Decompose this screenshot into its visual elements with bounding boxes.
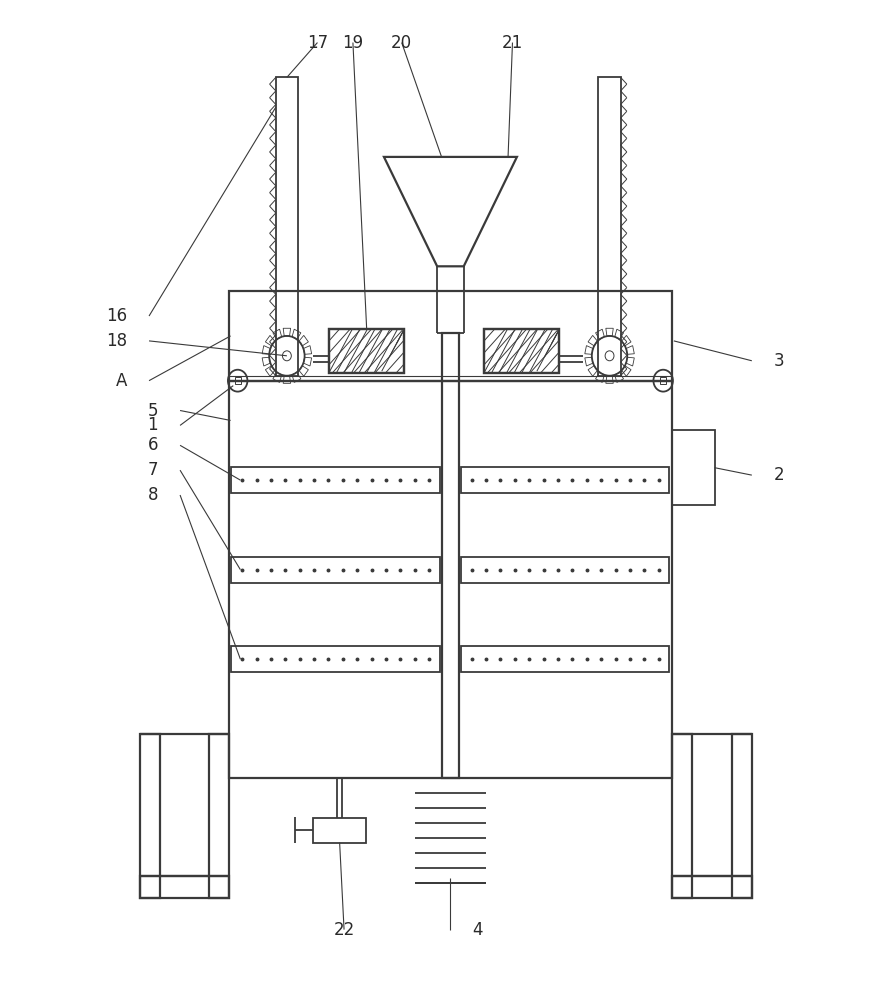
Text: 2: 2: [774, 466, 785, 484]
Text: A: A: [115, 372, 127, 390]
Bar: [232, 646, 440, 672]
Bar: [329, 329, 404, 373]
Text: 18: 18: [106, 332, 127, 350]
Bar: [732, 734, 752, 898]
Bar: [232, 557, 440, 583]
Bar: [660, 377, 666, 384]
Bar: [329, 329, 404, 373]
Text: 19: 19: [343, 34, 363, 52]
Bar: [672, 876, 752, 898]
Bar: [461, 467, 669, 493]
Bar: [442, 333, 459, 778]
Bar: [229, 381, 672, 778]
Text: 22: 22: [334, 921, 355, 939]
Bar: [672, 430, 714, 505]
Text: 1: 1: [147, 416, 158, 434]
Bar: [232, 467, 440, 493]
Bar: [229, 291, 672, 381]
Bar: [140, 734, 160, 898]
Text: 3: 3: [774, 352, 785, 370]
Bar: [484, 329, 559, 373]
Bar: [276, 77, 298, 376]
Bar: [461, 557, 669, 583]
Bar: [484, 329, 559, 373]
Text: 16: 16: [106, 307, 127, 325]
Bar: [599, 77, 621, 376]
Text: 4: 4: [473, 921, 483, 939]
Text: 8: 8: [147, 486, 158, 504]
Bar: [235, 377, 241, 384]
Text: 17: 17: [307, 34, 328, 52]
Text: 6: 6: [147, 436, 158, 454]
Text: 20: 20: [391, 34, 412, 52]
Bar: [140, 876, 229, 898]
Text: 5: 5: [147, 401, 158, 420]
Bar: [672, 734, 691, 898]
Text: 21: 21: [502, 34, 523, 52]
Bar: [210, 734, 229, 898]
Bar: [313, 818, 367, 843]
Text: 7: 7: [147, 461, 158, 479]
Bar: [461, 646, 669, 672]
